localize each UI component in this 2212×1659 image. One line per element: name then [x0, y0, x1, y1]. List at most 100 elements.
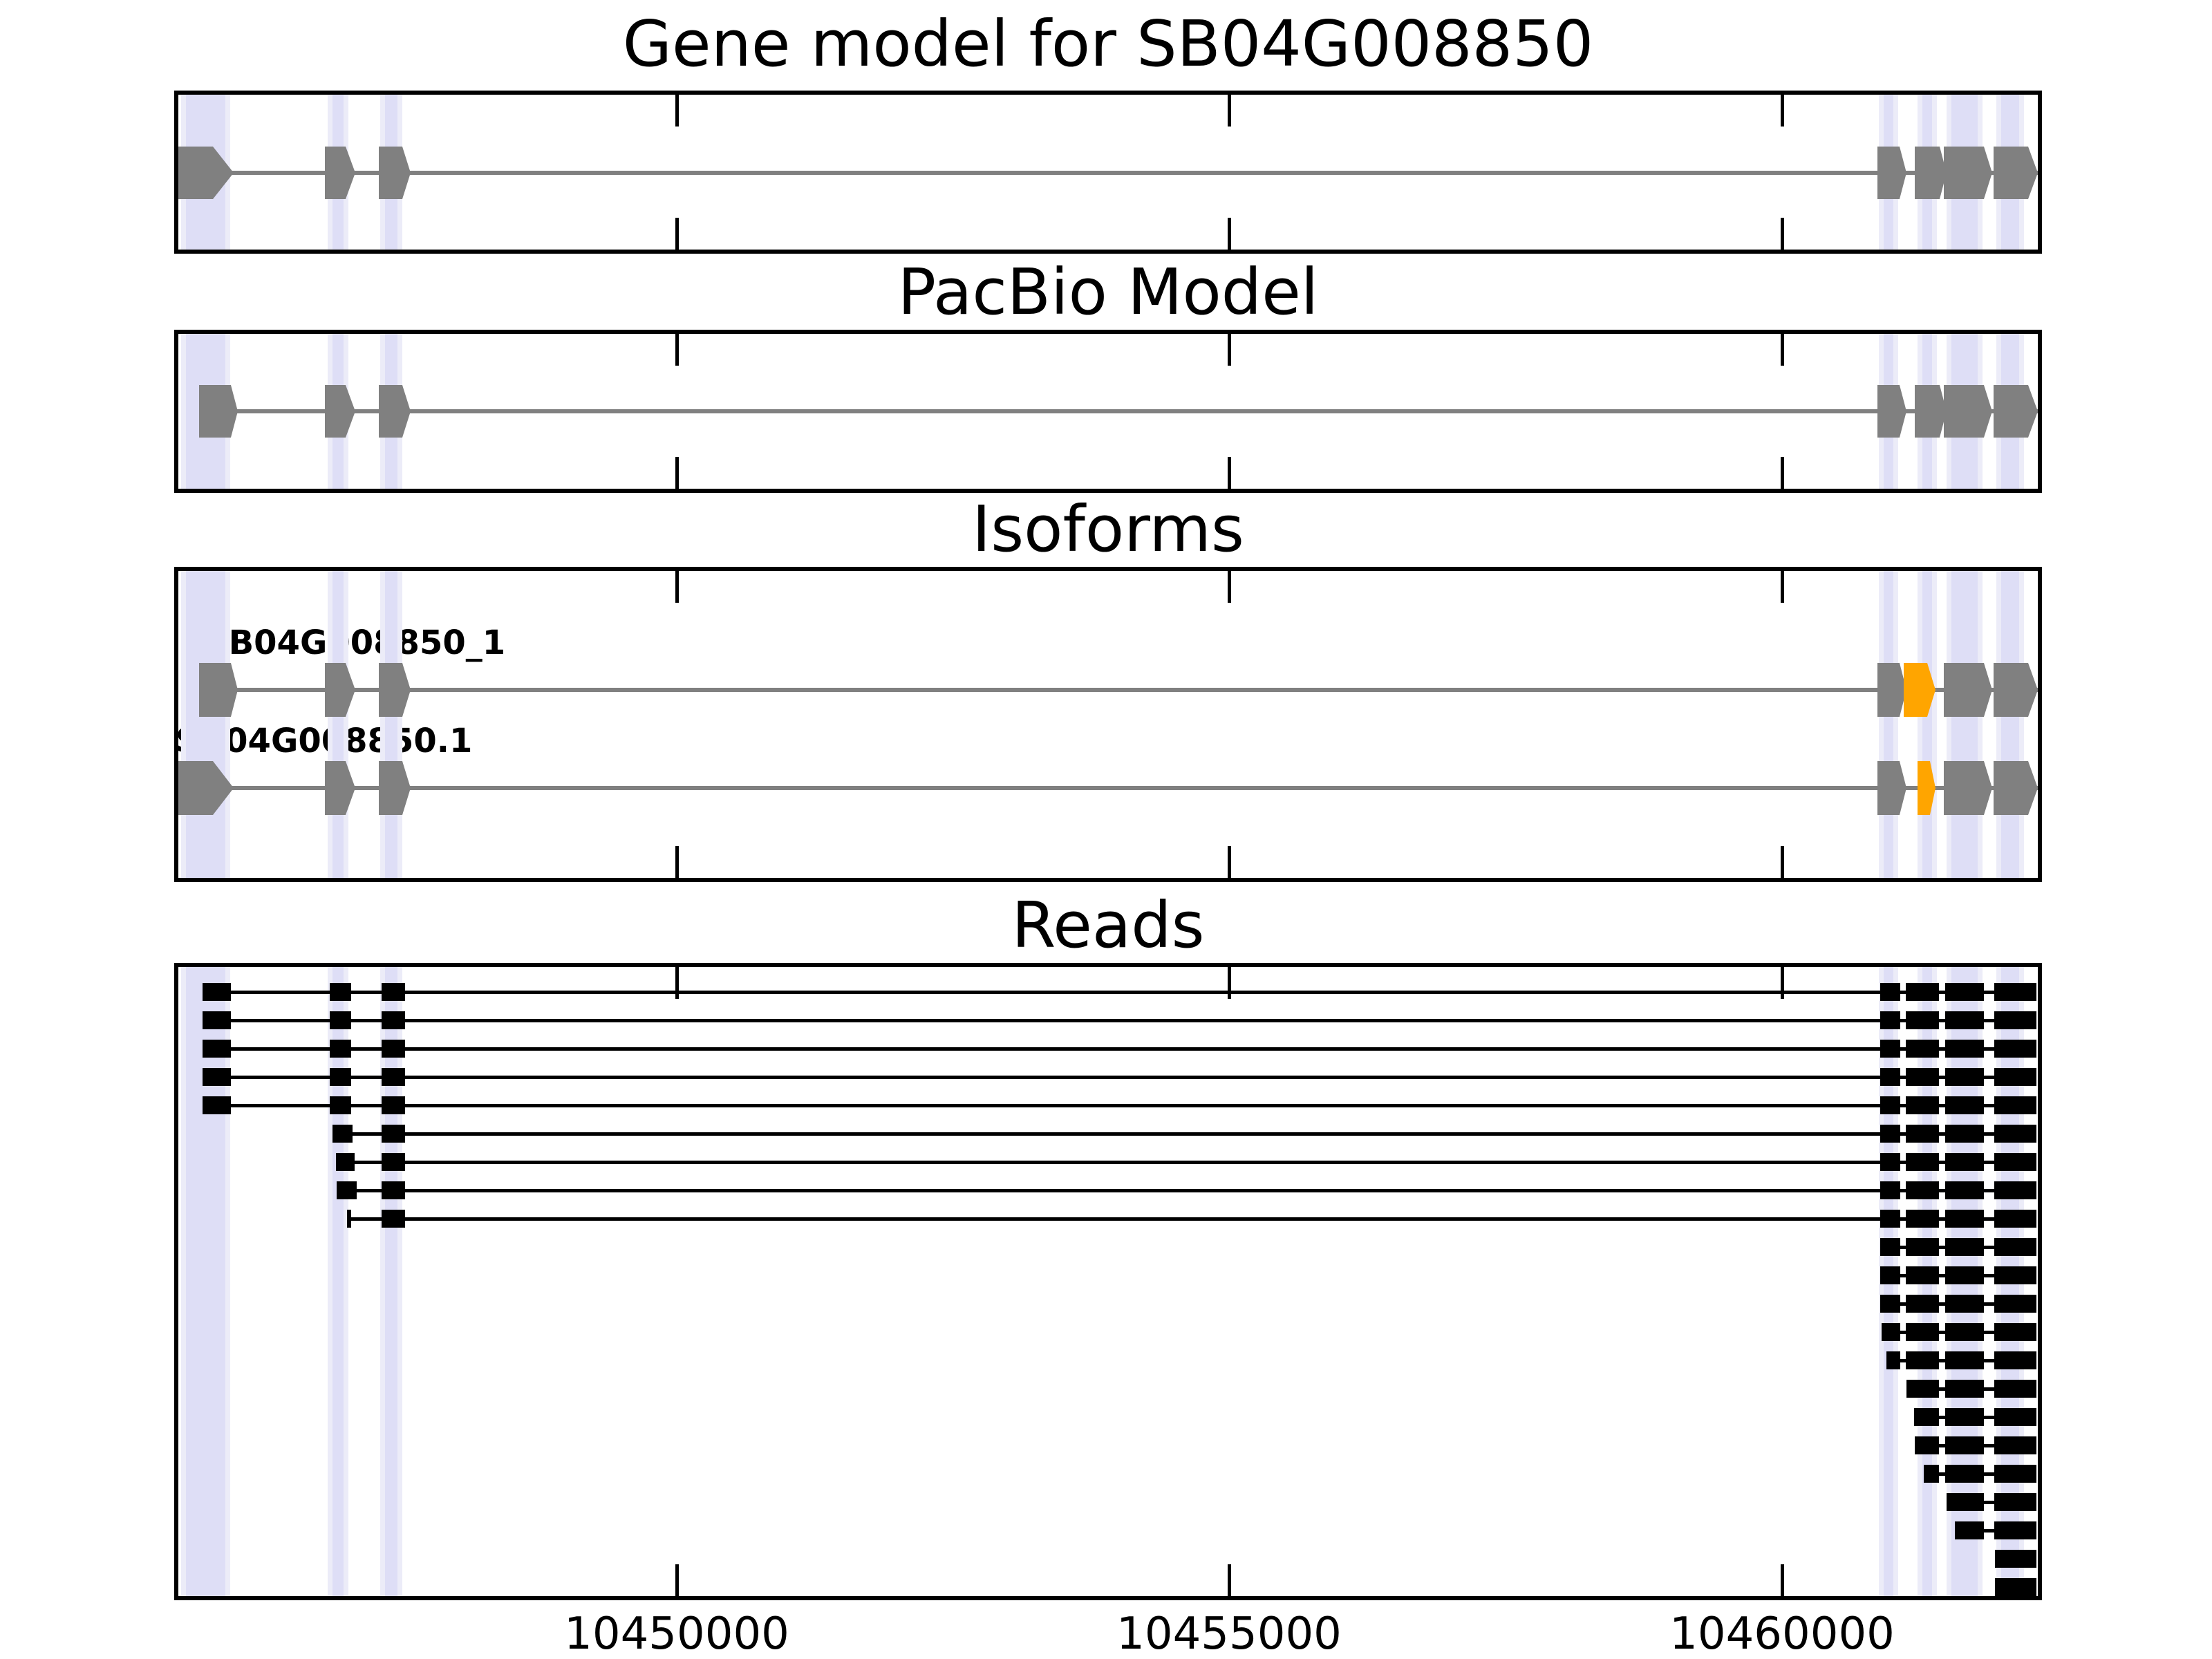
read-exon-block	[382, 1040, 405, 1058]
axis-tick-mark	[1781, 846, 1784, 878]
read-exon-block	[1880, 1153, 1900, 1171]
exon-highlight-band	[181, 966, 230, 1597]
read-exon-block	[203, 1068, 231, 1086]
read-exon-block	[330, 983, 351, 1001]
exon-arrow	[379, 663, 411, 717]
exon-arrow	[1994, 385, 2038, 438]
exon-arrow	[325, 147, 355, 199]
x-tick-label-10455000: 10455000	[1116, 1609, 1342, 1659]
read-exon-block	[1915, 1436, 1939, 1454]
read-line	[336, 1161, 2036, 1164]
read-exon-block	[1994, 1040, 2036, 1058]
read-exon-block	[1994, 1380, 2036, 1398]
axis-tick-mark	[675, 457, 679, 489]
exon-arrow	[379, 385, 411, 438]
read-exon-block	[382, 1068, 405, 1086]
read-exon-block	[1994, 1295, 2036, 1313]
read-exon-block	[1945, 1295, 1984, 1313]
exon-arrow	[1944, 385, 1992, 438]
read-exon-block	[1945, 1153, 1984, 1171]
read-exon-block	[1945, 1238, 1984, 1256]
title-isoforms: Isoforms	[972, 492, 1244, 566]
axis-tick-mark	[1228, 846, 1231, 878]
read-exon-block	[1880, 1295, 1900, 1313]
exon-highlight-band	[1947, 570, 1983, 879]
axis-tick-mark	[675, 334, 679, 366]
read-line	[349, 1217, 2036, 1221]
axis-tick-mark	[675, 218, 679, 250]
read-exon-block	[1906, 1096, 1939, 1114]
read-exon-block	[203, 983, 231, 1001]
exon-arrow	[325, 385, 355, 438]
read-exon-block	[1955, 1521, 1984, 1539]
exon-arrow	[1915, 385, 1947, 438]
axis-tick-mark	[675, 95, 679, 126]
read-exon-block	[1995, 1578, 2036, 1596]
exon-arrow	[325, 663, 355, 717]
intron-line	[178, 171, 2038, 175]
exon-highlight-band	[181, 570, 230, 879]
exon-arrow	[1994, 663, 2038, 717]
exon-arrow	[1994, 761, 2038, 815]
intron-line	[199, 409, 2038, 413]
read-exon-block	[1880, 1238, 1900, 1256]
read-exon-block	[1880, 1068, 1900, 1086]
read-exon-block	[1906, 1210, 1939, 1228]
read-exon-block	[1880, 1011, 1900, 1029]
read-exon-block	[1945, 1351, 1984, 1369]
read-exon-block	[1947, 1493, 1984, 1511]
title-reads: Reads	[1011, 888, 1205, 962]
exon-arrow	[1915, 147, 1947, 199]
read-exon-block	[1880, 1210, 1900, 1228]
read-exon-block	[1994, 1068, 2036, 1086]
read-exon-block	[203, 1040, 231, 1058]
read-line	[203, 991, 2036, 994]
read-exon-block	[1880, 1096, 1900, 1114]
read-exon-block	[1945, 1380, 1984, 1398]
read-exon-block	[1906, 1266, 1939, 1284]
exon-highlight-band	[1996, 570, 2024, 879]
read-exon-block	[1945, 1408, 1984, 1426]
exon-arrow	[1944, 761, 1992, 815]
read-exon-block	[1994, 983, 2036, 1001]
read-exon-block	[1924, 1465, 1939, 1483]
read-exon-block	[1994, 1181, 2036, 1199]
read-exon-block	[1945, 1096, 1984, 1114]
read-exon-block	[1906, 1011, 1939, 1029]
read-exon-block	[1906, 1125, 1939, 1143]
axis-tick-mark	[1228, 334, 1231, 366]
read-exon-block	[330, 1040, 351, 1058]
read-exon-block	[382, 1096, 405, 1114]
read-exon-block	[1945, 1210, 1984, 1228]
read-exon-block	[1995, 1550, 2036, 1568]
read-exon-block	[1880, 1040, 1900, 1058]
read-exon-block	[1945, 1011, 1984, 1029]
exon-arrow	[325, 761, 355, 815]
read-exon-block	[1880, 1266, 1900, 1284]
exon-highlight-band	[328, 966, 348, 1597]
axis-tick-mark	[1228, 967, 1231, 999]
exon-arrow	[1877, 147, 1906, 199]
read-exon-block	[1994, 1493, 2036, 1511]
axis-tick-mark	[1228, 571, 1231, 603]
exon-arrow	[1994, 147, 2038, 199]
read-exon-block	[203, 1096, 231, 1114]
axis-tick-mark	[1781, 1564, 1784, 1596]
axis-tick-mark	[675, 846, 679, 878]
read-exon-block	[1994, 1408, 2036, 1426]
read-exon-block	[1994, 1096, 2036, 1114]
read-exon-block	[1994, 1238, 2036, 1256]
read-exon-block	[330, 1011, 351, 1029]
exon-highlight-band	[1879, 570, 1898, 879]
exon-arrow	[199, 663, 238, 717]
axis-tick-mark	[1781, 334, 1784, 366]
axis-tick-mark	[1781, 571, 1784, 603]
axis-tick-mark	[675, 1564, 679, 1596]
axis-tick-mark	[1781, 95, 1784, 126]
read-exon-block	[1945, 1181, 1984, 1199]
read-exon-block	[1994, 1323, 2036, 1341]
exon-arrow	[1944, 663, 1992, 717]
exon-highlight-band	[380, 966, 402, 1597]
intron-line	[178, 786, 2038, 790]
axis-tick-mark	[1781, 218, 1784, 250]
